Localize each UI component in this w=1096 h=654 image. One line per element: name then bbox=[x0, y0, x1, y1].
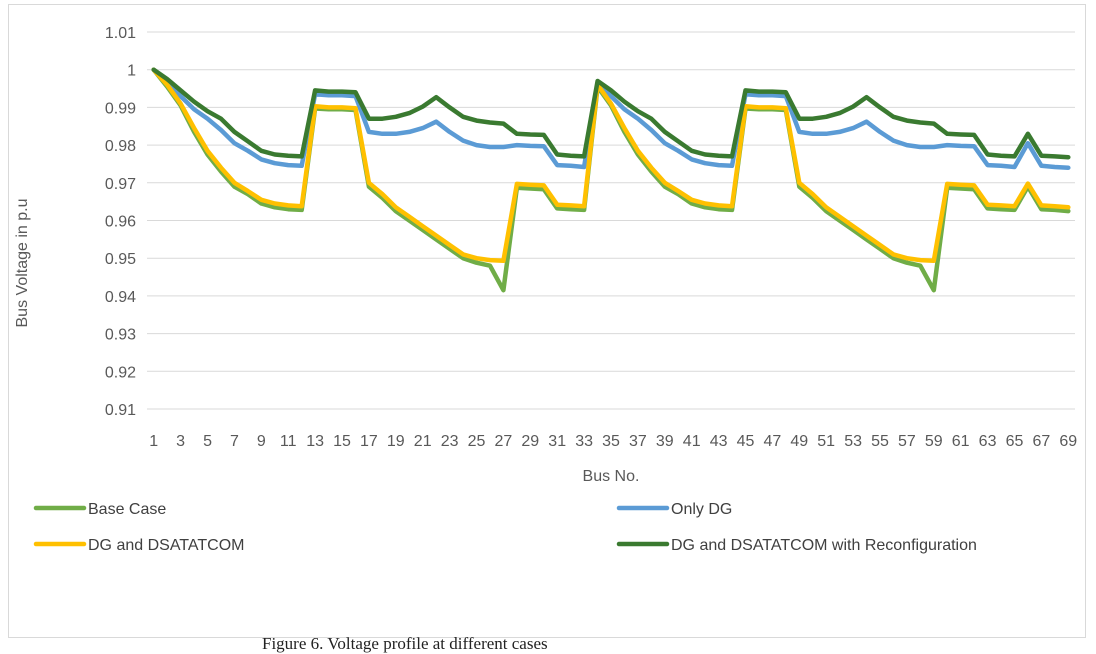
y-tick-label: 0.91 bbox=[105, 402, 136, 419]
series-line-3 bbox=[151, 67, 1071, 264]
x-tick-label: 43 bbox=[710, 433, 728, 450]
y-tick-label: 1 bbox=[127, 63, 136, 80]
x-tick-label: 65 bbox=[1006, 433, 1024, 450]
x-tick-label: 61 bbox=[952, 433, 970, 450]
series-line-4 bbox=[151, 67, 1071, 160]
x-tick-label: 21 bbox=[414, 433, 432, 450]
legend-label: Only DG bbox=[671, 501, 732, 518]
x-tick-label: 69 bbox=[1059, 433, 1077, 450]
x-tick-label: 11 bbox=[280, 433, 297, 450]
x-tick-label: 15 bbox=[333, 433, 351, 450]
x-tick-label: 1 bbox=[149, 433, 158, 450]
x-tick-label: 35 bbox=[602, 433, 620, 450]
x-tick-label: 33 bbox=[575, 433, 593, 450]
x-tick-label: 49 bbox=[790, 433, 808, 450]
x-tick-label: 17 bbox=[360, 433, 378, 450]
x-tick-label: 3 bbox=[176, 433, 185, 450]
y-tick-label: 0.92 bbox=[105, 364, 136, 381]
x-tick-label: 51 bbox=[817, 433, 835, 450]
legend-label: DG and DSATATCOM with Reconfiguration bbox=[671, 537, 977, 554]
x-tick-label: 59 bbox=[925, 433, 943, 450]
x-axis-title: Bus No. bbox=[583, 468, 640, 485]
x-tick-label: 29 bbox=[521, 433, 539, 450]
legend: Base Case Only DG DG and DSATATCOM DG and D… bbox=[33, 501, 977, 554]
x-tick-label: 45 bbox=[737, 433, 755, 450]
series-lines bbox=[151, 67, 1071, 293]
y-tick-label: 0.95 bbox=[105, 251, 136, 268]
x-tick-label: 55 bbox=[871, 433, 889, 450]
y-tick-label: 0.99 bbox=[105, 100, 136, 117]
legend-label: DG and DSATATCOM bbox=[88, 537, 244, 554]
x-tick-label: 57 bbox=[898, 433, 916, 450]
y-axis-ticks: 0.91 0.92 0.93 0.94 0.95 0.96 0.97 0.98 0.99 1 1.0… bbox=[105, 25, 136, 419]
x-tick-label: 47 bbox=[763, 433, 781, 450]
y-tick-label: 0.96 bbox=[105, 214, 136, 231]
x-tick-label: 37 bbox=[629, 433, 647, 450]
y-tick-label: 0.94 bbox=[105, 289, 136, 306]
y-tick-label: 0.98 bbox=[105, 138, 136, 155]
x-tick-label: 63 bbox=[979, 433, 997, 450]
x-tick-label: 67 bbox=[1032, 433, 1050, 450]
x-tick-label: 53 bbox=[844, 433, 862, 450]
x-tick-label: 19 bbox=[387, 433, 405, 450]
x-tick-label: 39 bbox=[656, 433, 674, 450]
y-axis-title: Bus Voltage in p.u bbox=[14, 199, 31, 328]
x-tick-label: 9 bbox=[257, 433, 266, 450]
series-line-2 bbox=[151, 67, 1071, 170]
x-tick-label: 27 bbox=[495, 433, 513, 450]
x-tick-label: 23 bbox=[441, 433, 459, 450]
x-tick-label: 7 bbox=[230, 433, 239, 450]
x-tick-label: 31 bbox=[548, 433, 566, 450]
x-axis-ticks: 1 3 5 7 9 11 13 15 17 19 21 23 25 27 29 31 33 35 37 39 41 43 4… bbox=[149, 433, 1077, 450]
y-tick-label: 0.93 bbox=[105, 327, 136, 344]
y-tick-label: 1.01 bbox=[105, 25, 136, 42]
x-tick-label: 13 bbox=[306, 433, 324, 450]
chart-frame bbox=[8, 4, 1086, 638]
y-tick-label: 0.97 bbox=[105, 176, 136, 193]
x-tick-label: 41 bbox=[683, 433, 701, 450]
figure-caption: Figure 6. Voltage profile at different c… bbox=[262, 634, 548, 653]
x-tick-label: 25 bbox=[468, 433, 486, 450]
legend-label: Base Case bbox=[88, 501, 166, 518]
x-tick-label: 5 bbox=[203, 433, 212, 450]
